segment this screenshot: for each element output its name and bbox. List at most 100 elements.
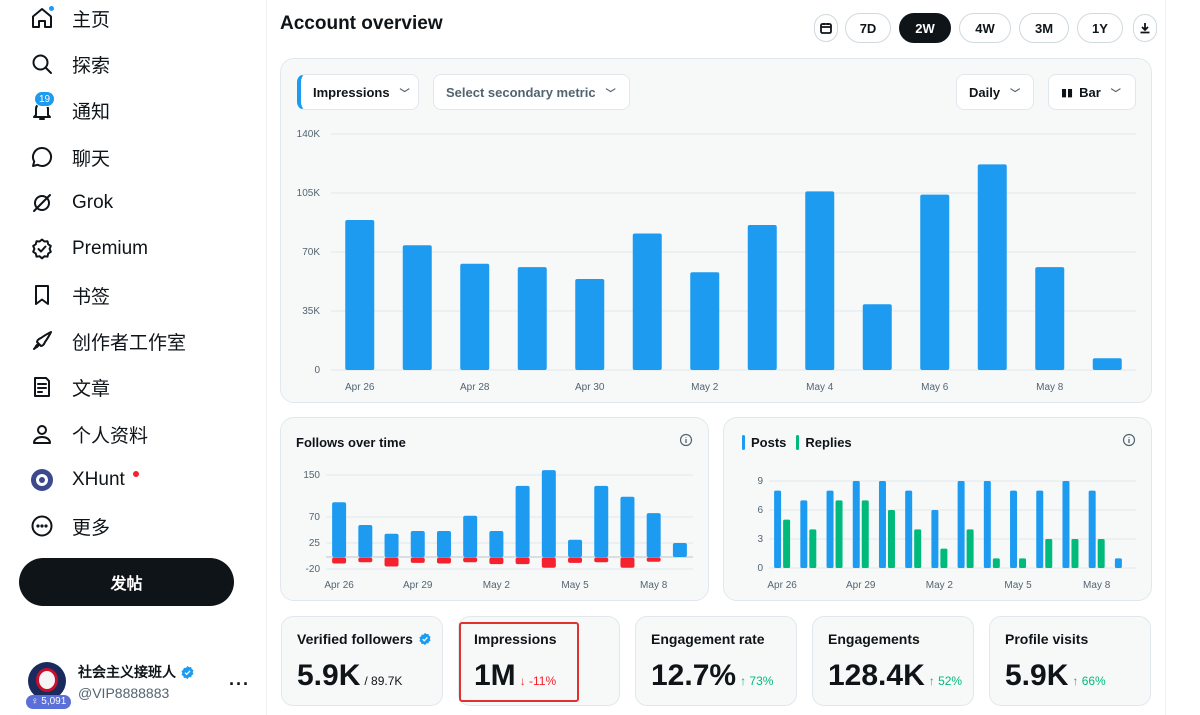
more-circle-icon [28,512,56,540]
replies-bar [940,548,948,568]
replies-bar [809,529,817,568]
stat-card-engagement-rate[interactable]: Engagement rate 12.7% ↑ 73% [635,616,797,706]
stat-value: 1M [474,659,516,692]
posts-bar [878,481,886,568]
download-icon[interactable] [1133,14,1157,42]
stat-label: Impressions [474,631,557,647]
impressions-bar [747,225,777,370]
x-tick-label: Apr 30 [575,382,605,393]
follows-bar [568,539,583,557]
sidebar-item-premium[interactable]: Premium [28,229,148,269]
account-switcher[interactable]: ♀ 5,091 社会主义接班人 @VIP8888883 ··· [26,662,256,710]
sidebar: 主页 探索 19 通知 聊天 Grok Premium 书签 [0,0,262,715]
stat-label: Profile visits [1005,631,1089,647]
primary-metric-label: Impressions [313,84,390,100]
sidebar-item-home[interactable]: 主页 [28,0,110,38]
range-pill-4w[interactable]: 4W [959,13,1011,43]
stat-card-engagements[interactable]: Engagements 128.4K ↑ 52% [812,616,974,706]
follows-bar [541,470,556,557]
chart-type-dropdown[interactable]: ▮▮ Bar ﹀ [1048,74,1136,110]
sidebar-item-label: 更多 [72,517,111,539]
chart-legend: Posts Replies [742,435,862,450]
stat-change: ↑ 73% [740,674,774,688]
replies-bar [992,558,1000,568]
chevron-down-icon: ﹀ [399,88,410,100]
avatar-image [36,668,58,692]
verified-badge-icon [181,665,194,679]
account-more-icon[interactable]: ··· [229,674,250,694]
posts-replies-bar-chart: 0 3 6 9 Apr 26 Apr 29 May 2 May 5 May 8 [757,476,1136,591]
post-button[interactable]: 发帖 [19,558,234,606]
sidebar-item-more[interactable]: 更多 [28,506,110,546]
x-tick-label: May 2 [483,580,511,591]
stat-label: Verified followers [297,631,413,647]
unfollows-bar [436,557,451,564]
range-pill-1y[interactable]: 1Y [1077,13,1123,43]
chart-type-label: Bar [1079,84,1101,100]
info-icon[interactable] [1122,433,1136,447]
impressions-bar [632,233,662,370]
range-pill-3m[interactable]: 3M [1019,13,1069,43]
y-tick-label: 0 [757,563,763,574]
posts-bar [905,490,913,568]
legend-replies[interactable]: Replies [796,435,852,450]
premium-icon [28,235,56,263]
posts-bar [852,481,860,568]
sidebar-item-label: Grok [72,192,114,213]
replies-bar [887,510,895,568]
follows-bar [594,485,609,557]
impressions-chart-card: Impressions ﹀ Select secondary metric ﹀ … [280,58,1152,403]
stat-card-verified-followers[interactable]: Verified followers 5.9K/ 89.7K [281,616,443,706]
range-pill-7d[interactable]: 7D [845,13,891,43]
stat-value: 128.4K [828,659,925,692]
home-icon [28,4,56,32]
x-tick-label: May 5 [561,580,589,591]
stat-change: ↑ 66% [1072,674,1106,688]
sidebar-item-profile[interactable]: 个人资料 [28,414,148,454]
primary-metric-dropdown[interactable]: Impressions ﹀ [297,74,419,110]
posts-bar [957,481,965,568]
sidebar-item-explore[interactable]: 探索 [28,44,110,84]
impressions-bar [460,263,490,370]
sidebar-item-label: 聊天 [72,148,111,170]
stat-card-impressions[interactable]: Impressions 1M ↓ -11% [458,616,620,706]
legend-posts[interactable]: Posts [742,435,786,450]
y-tick-label: 105K [297,188,321,199]
posts-bar [983,481,991,568]
sidebar-item-label: 探索 [72,55,111,77]
granularity-dropdown[interactable]: Daily ﹀ [956,74,1034,110]
stat-card-profile-visits[interactable]: Profile visits 5.9K ↑ 66% [989,616,1151,706]
posts-bar [826,490,834,568]
secondary-metric-dropdown[interactable]: Select secondary metric ﹀ [433,74,630,110]
x-tick-label: Apr 28 [460,382,490,393]
y-tick-label: -20 [306,564,321,575]
x-tick-label: Apr 26 [345,382,375,393]
x-tick-label: Apr 29 [403,580,433,591]
sidebar-item-chat[interactable]: 聊天 [28,137,110,177]
replies-bar [1019,558,1027,568]
follows-bar [332,502,347,557]
sidebar-item-creator-studio[interactable]: 创作者工作室 [28,321,186,361]
page-title: Account overview [280,13,443,34]
chevron-down-icon: ﹀ [605,88,616,100]
range-pill-2w[interactable]: 2W [899,13,951,43]
follows-bar [672,543,687,557]
calendar-icon[interactable] [814,14,838,42]
stat-change: ↑ 52% [928,674,963,688]
follows-bar [436,531,451,557]
unfollows-bar [358,557,373,563]
y-tick-label: 150 [303,470,320,481]
sidebar-item-notifications[interactable]: 19 通知 [28,90,110,130]
sidebar-item-bookmarks[interactable]: 书签 [28,275,110,315]
replies-bar [861,500,869,568]
sidebar-item-articles[interactable]: 文章 [28,367,110,407]
info-icon[interactable] [679,433,693,447]
sidebar-item-grok[interactable]: Grok [28,183,113,223]
y-tick-label: 70 [309,512,321,523]
follows-bar [358,525,373,557]
sidebar-item-label: 创作者工作室 [72,332,187,354]
impressions-bar [1035,267,1065,370]
sidebar-item-xhunt[interactable]: XHunt [28,460,139,500]
follows-bar-chart: -20 25 70 150 Apr 26 Apr 29 May 2 May 5 May 8 [303,470,693,591]
impressions-bar [345,219,375,370]
